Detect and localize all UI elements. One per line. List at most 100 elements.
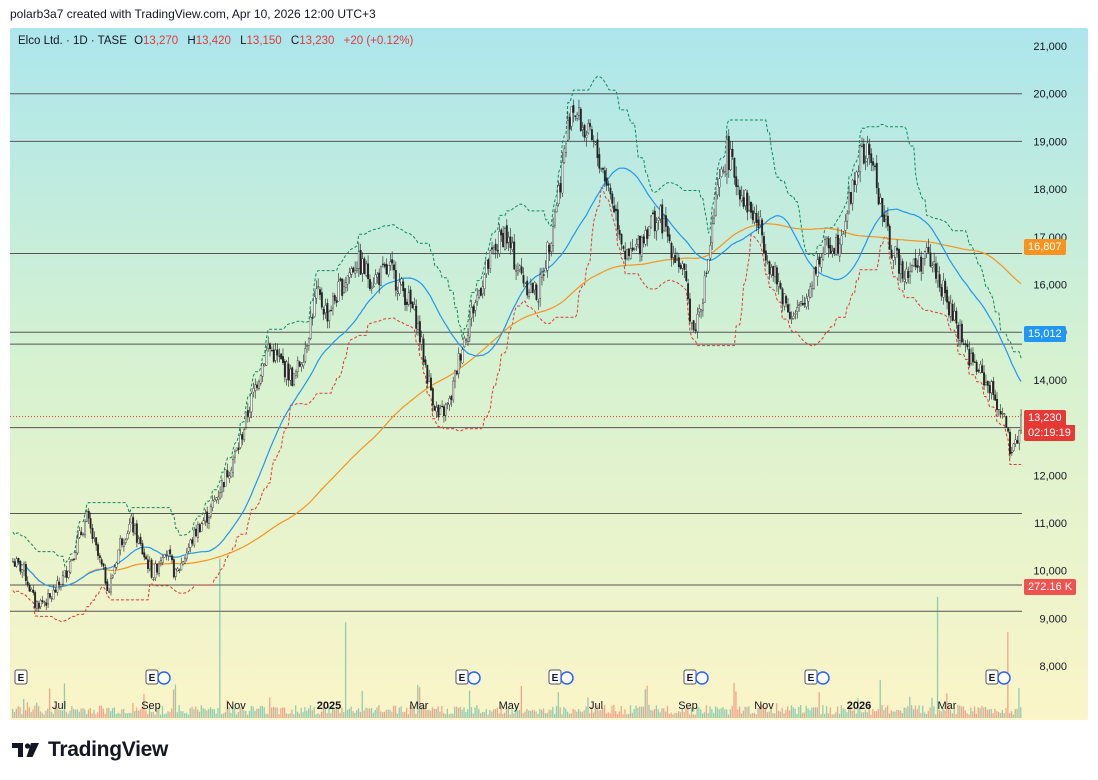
candle-body xyxy=(202,520,205,525)
volume-bar xyxy=(363,710,365,718)
volume-bar xyxy=(899,710,902,718)
candle-body xyxy=(664,215,667,227)
chart-background xyxy=(10,28,1088,720)
volume-bar xyxy=(951,713,954,718)
candle-body xyxy=(135,523,138,543)
volume-bar xyxy=(833,714,835,718)
earnings-marker: E xyxy=(985,669,1011,685)
candle-body xyxy=(472,306,475,314)
volume-bar xyxy=(344,622,347,718)
candle-body xyxy=(487,259,490,269)
volume-bar xyxy=(132,702,134,718)
candle-body xyxy=(261,363,264,377)
volume-bar xyxy=(424,705,426,718)
candle-body xyxy=(553,211,556,226)
candle-body xyxy=(750,201,752,213)
volume-bar xyxy=(147,714,149,718)
volume-bar xyxy=(178,705,180,718)
earnings-marker: E xyxy=(683,669,709,685)
candle-body xyxy=(304,348,307,362)
volume-bar xyxy=(248,710,251,718)
candle-body xyxy=(644,230,647,245)
candle-body xyxy=(45,602,48,606)
candle-body xyxy=(1003,413,1006,415)
volume-bar xyxy=(626,714,628,718)
candle-body xyxy=(757,219,760,229)
volume-bar xyxy=(960,706,963,718)
volume-bar xyxy=(12,708,14,718)
volume-bar xyxy=(369,708,371,718)
candle-body xyxy=(245,411,247,428)
candle-body xyxy=(896,247,899,251)
volume-bar xyxy=(71,706,73,718)
volume-bar xyxy=(518,709,521,718)
candle-body xyxy=(970,353,973,364)
candle-body xyxy=(344,282,347,288)
chart-area[interactable]: 8,0009,00010,00011,00012,00013,00014,000… xyxy=(10,28,1088,720)
candle-body xyxy=(977,370,980,372)
candle-body xyxy=(873,165,876,167)
candle-body xyxy=(71,559,74,561)
volume-bar xyxy=(637,707,639,718)
candle-body xyxy=(430,377,432,391)
candle-body xyxy=(927,246,930,253)
candle-body xyxy=(302,362,305,366)
volume-bar xyxy=(398,707,400,718)
dividend-marker xyxy=(816,671,830,685)
candle-body xyxy=(886,215,889,227)
volume-bar xyxy=(652,710,654,718)
candle-body xyxy=(56,580,59,593)
volume-bar xyxy=(54,705,56,718)
volume-bar xyxy=(818,692,820,718)
candle-body xyxy=(899,264,902,275)
earnings-marker-letter: E xyxy=(687,673,694,684)
volume-bar xyxy=(792,707,794,718)
y-tick-label: 18,000 xyxy=(1033,184,1067,196)
candle-body xyxy=(997,409,1000,411)
candle-body xyxy=(842,233,845,235)
volume-bar xyxy=(753,712,756,718)
candle-body xyxy=(85,511,88,522)
volume-bar xyxy=(232,709,234,718)
candle-body xyxy=(198,524,201,533)
candle-body xyxy=(111,575,114,578)
candle-body xyxy=(639,235,641,255)
candle-body xyxy=(341,278,344,296)
volume-bar xyxy=(396,713,399,718)
volume-bar xyxy=(67,713,69,718)
candle-body xyxy=(615,208,617,212)
volume-bar xyxy=(772,713,774,718)
volume-bar xyxy=(439,711,441,718)
candle-body xyxy=(542,274,545,276)
volume-bar xyxy=(444,714,447,718)
tradingview-logo[interactable]: TradingView xyxy=(12,738,168,762)
volume-bar xyxy=(278,714,280,718)
volume-bar xyxy=(742,710,744,718)
candle-body xyxy=(428,375,431,382)
low-label: L xyxy=(240,35,247,47)
volume-bar xyxy=(574,709,576,718)
volume-bar xyxy=(95,714,97,718)
chart-canvas[interactable]: 8,0009,00010,00011,00012,00013,00014,000… xyxy=(10,28,1088,720)
candle-body xyxy=(483,274,486,289)
candle-body xyxy=(735,176,738,187)
candle-body xyxy=(30,589,33,592)
volume-bar xyxy=(306,710,308,718)
volume-bar xyxy=(307,708,310,718)
volume-bar xyxy=(959,705,961,718)
volume-bar xyxy=(544,713,547,718)
volume-bar xyxy=(494,709,497,718)
candle-body xyxy=(130,515,133,524)
volume-bar xyxy=(757,708,759,718)
candle-body xyxy=(583,124,586,138)
candle-body xyxy=(348,272,351,278)
candle-body xyxy=(41,600,44,602)
candle-body xyxy=(696,314,699,332)
candle-body xyxy=(640,237,643,257)
candle-body xyxy=(613,205,616,213)
volume-bar xyxy=(820,714,822,718)
candle-body xyxy=(405,301,408,305)
volume-bar xyxy=(827,713,830,718)
candle-body xyxy=(772,266,775,276)
candle-body xyxy=(537,301,540,303)
